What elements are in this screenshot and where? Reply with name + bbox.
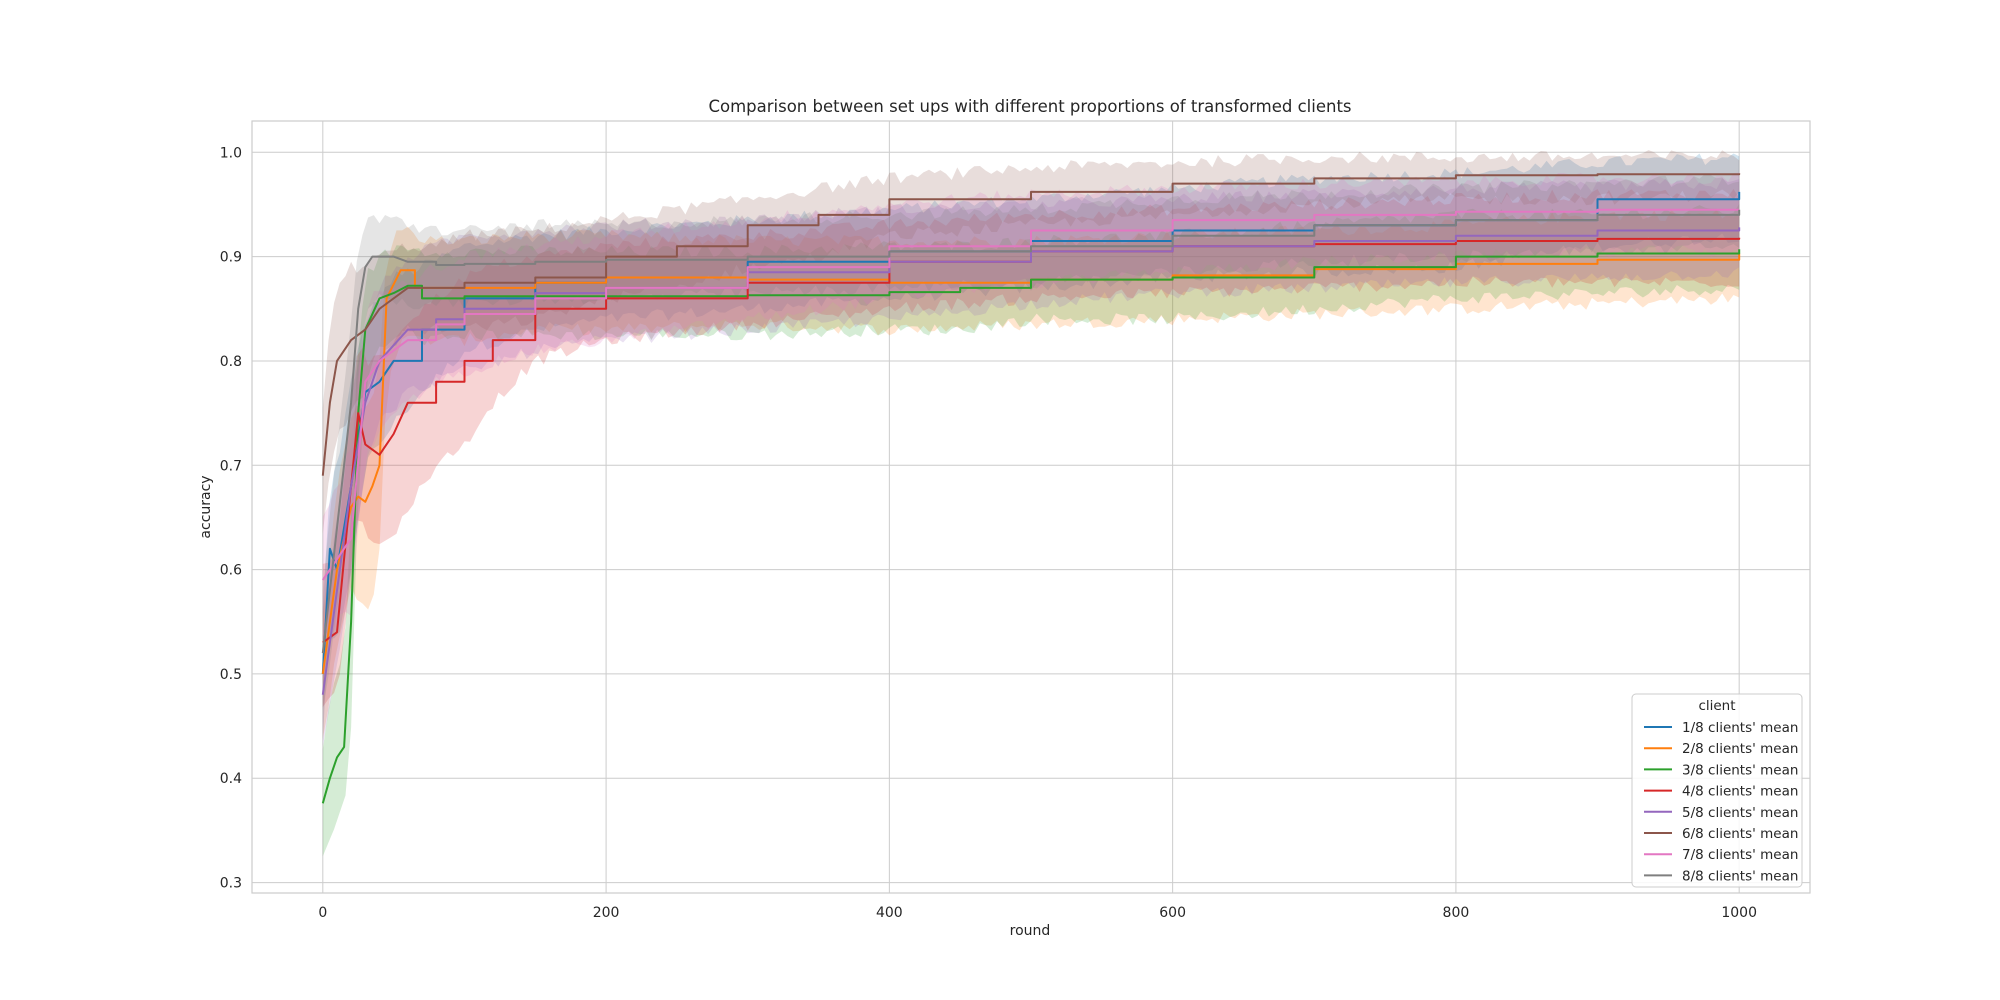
confidence-band-5 xyxy=(322,178,1740,746)
legend-entry-label: 6/8 clients' mean xyxy=(1682,826,1798,842)
legend-entry-label: 2/8 clients' mean xyxy=(1682,741,1798,757)
x-tick-label: 200 xyxy=(593,905,620,921)
series-lines xyxy=(321,173,1741,804)
y-tick-label: 0.5 xyxy=(220,667,242,683)
legend-entries: 1/8 clients' mean 2/8 clients' mean 3/8 cl… xyxy=(1644,720,1798,884)
y-tick-label: 0.4 xyxy=(220,771,242,787)
legend: client 1/8 clients' mean 2/8 clients' mea… xyxy=(1631,693,1803,888)
confidence-band-7 xyxy=(322,172,1740,640)
confidence-band-3 xyxy=(322,204,1740,857)
x-tick-label: 1000 xyxy=(1721,905,1757,921)
x-tick-label: 600 xyxy=(1159,905,1186,921)
confidence-band-4 xyxy=(322,189,1740,708)
legend-entry-label: 3/8 clients' mean xyxy=(1682,762,1798,778)
confidence-band-1 xyxy=(322,153,1740,739)
series-line-6 xyxy=(321,173,1741,476)
y-tick-label: 0.7 xyxy=(220,458,242,474)
x-tick-label: 400 xyxy=(876,905,903,921)
legend-entry-label: 7/8 clients' mean xyxy=(1682,847,1798,863)
series-line-4 xyxy=(322,237,1741,644)
y-axis-label: accuracy xyxy=(198,475,214,538)
legend-box xyxy=(1631,693,1803,888)
x-tick-label: 800 xyxy=(1443,905,1470,921)
tick-labels: 0 200 400 600 800 1000 0.3 0.4 0.5 0.6 0.7 0.8 0.9 1.… xyxy=(220,145,1757,921)
y-tick-label: 1.0 xyxy=(220,145,242,161)
y-tick-label: 0.3 xyxy=(220,876,242,892)
legend-title: client xyxy=(1698,698,1735,714)
series-line-7 xyxy=(321,208,1740,581)
x-axis-label: round xyxy=(1010,923,1051,939)
series-line-8 xyxy=(321,209,1741,654)
legend-entry-label: 4/8 clients' mean xyxy=(1682,784,1798,800)
chart-title: Comparison between set ups with differen… xyxy=(708,97,1351,116)
y-tick-label: 0.9 xyxy=(220,250,242,266)
legend-entry-label: 1/8 clients' mean xyxy=(1682,720,1798,736)
y-tick-label: 0.8 xyxy=(220,354,242,370)
x-tick-label: 0 xyxy=(318,905,327,921)
y-tick-label: 0.6 xyxy=(220,563,242,579)
legend-entry-label: 5/8 clients' mean xyxy=(1682,805,1798,821)
legend-entry-label: 8/8 clients' mean xyxy=(1682,868,1798,884)
plot-frame xyxy=(251,120,1811,894)
